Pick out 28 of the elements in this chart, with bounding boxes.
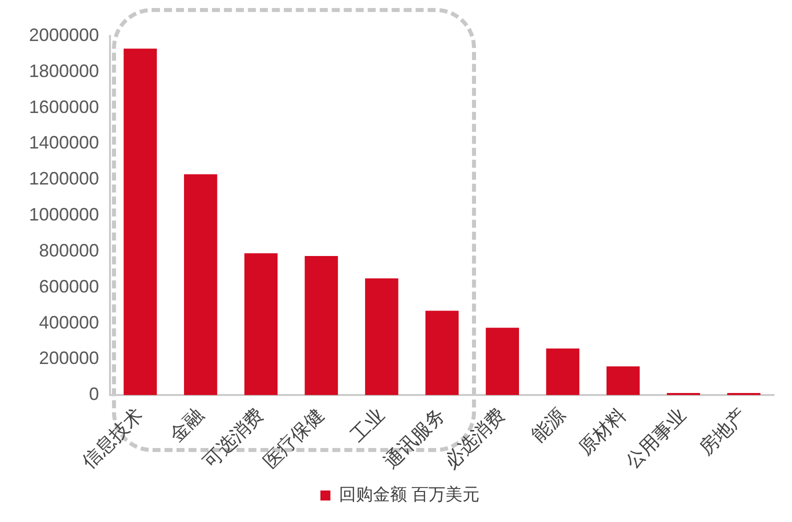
x-tick-label: 金融 (166, 404, 208, 446)
legend-label: 回购金额 百万美元 (338, 485, 480, 504)
bar (546, 348, 580, 396)
y-tick-label: 600000 (38, 276, 100, 296)
x-tick-label: 工业 (347, 404, 389, 446)
x-tick-label: 房地产 (695, 404, 752, 460)
bar (486, 328, 519, 396)
y-tick-label: 1800000 (28, 60, 100, 81)
y-tick-label: 0 (89, 384, 100, 404)
bar (365, 278, 398, 396)
x-tick-label: 能源 (528, 404, 570, 446)
bar (124, 48, 157, 396)
bar (666, 392, 700, 396)
y-tick-label: 800000 (38, 240, 100, 260)
bar (304, 256, 338, 396)
y-tick-label: 200000 (38, 348, 100, 368)
bar (606, 366, 640, 396)
bar (425, 310, 459, 396)
y-tick-label: 1600000 (28, 96, 100, 117)
y-tick-label: 1200000 (28, 168, 100, 189)
y-tick-label: 1400000 (28, 132, 100, 153)
bar (244, 253, 278, 396)
y-tick-label: 400000 (38, 312, 100, 332)
bar (184, 174, 218, 396)
y-tick-label: 2000000 (28, 24, 100, 45)
x-tick-label: 信息技术 (78, 404, 148, 474)
y-tick-label: 1000000 (28, 204, 100, 225)
bar (727, 392, 760, 396)
